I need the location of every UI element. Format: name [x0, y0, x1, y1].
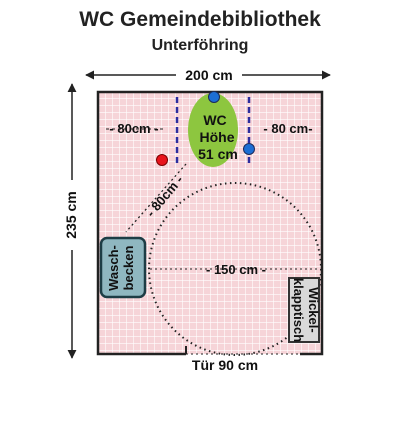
- door-label: Tür 90 cm: [192, 357, 258, 373]
- changing-table-label-line1: Wickel-: [306, 287, 321, 332]
- width-dimension: [85, 65, 331, 85]
- page-subtitle: Unterföhring: [151, 37, 249, 54]
- depth-dimension: [60, 83, 84, 359]
- basin-label-line2: becken: [121, 246, 136, 291]
- door[interactable]: [185, 346, 300, 355]
- width-label: 200 cm: [185, 67, 232, 83]
- wash-basin[interactable]: [99, 236, 147, 299]
- basin-label-line1: Wasch-: [106, 245, 121, 291]
- turning-circle: [148, 182, 322, 356]
- walls: [96, 90, 324, 356]
- flush-button-icon[interactable]: [208, 91, 220, 103]
- page-title: WC Gemeindebibliothek: [79, 8, 321, 31]
- changing-table-label-line2: klapptisch: [291, 278, 306, 342]
- wc-label-line1: WC: [203, 112, 226, 128]
- changing-table[interactable]: [288, 277, 320, 343]
- wc-label-line2: Höhe: [200, 129, 235, 145]
- emergency-alarm-icon[interactable]: [156, 154, 168, 166]
- flush-button-side-icon[interactable]: [243, 143, 255, 155]
- turning-circle-label: - 150 cm -: [206, 262, 266, 277]
- clearance-front-line: [125, 163, 187, 233]
- wc-bowl[interactable]: [188, 93, 238, 167]
- clearance-right-label: - 80 cm-: [263, 121, 312, 136]
- wc-label-line3: 51 cm: [198, 146, 238, 162]
- depth-label: 235 cm: [63, 191, 79, 238]
- clearance-left-label: - 80cm -: [109, 121, 158, 136]
